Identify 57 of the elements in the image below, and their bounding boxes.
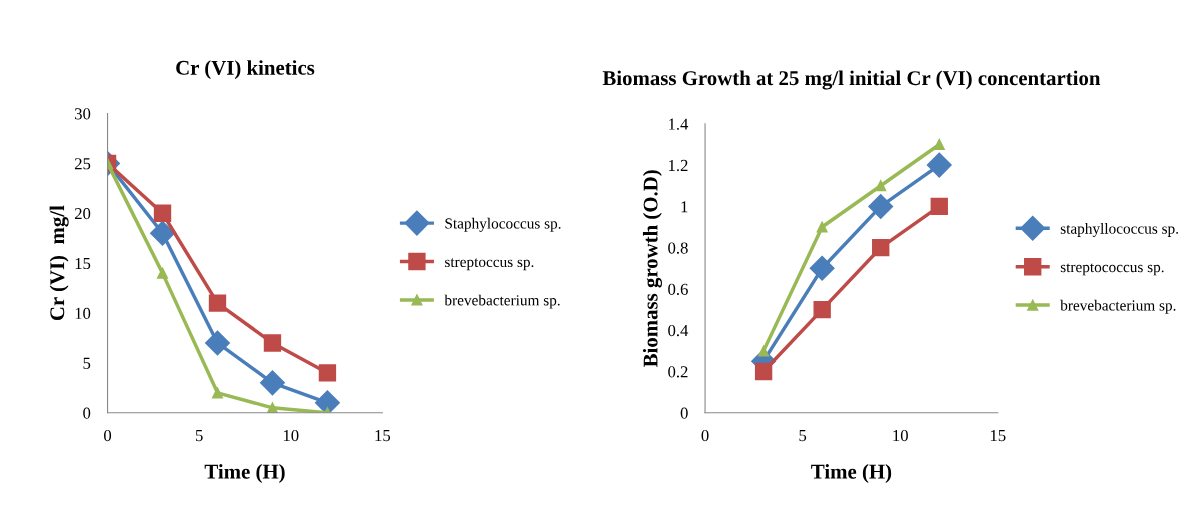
point (150, 220, 175, 246)
legend-label: staphyllococcus sp. (1060, 223, 1179, 237)
y-tick-label: 10 (75, 307, 91, 319)
legend-label: Staphylococcus sp. (445, 217, 561, 232)
chart-title: Cr (VI) kinetics (176, 60, 315, 80)
legend-label: streptococcus sp. (1060, 263, 1164, 276)
point (872, 238, 890, 257)
point (259, 370, 285, 396)
y-tick-label: 0.2 (668, 366, 688, 378)
point (875, 180, 887, 192)
point (205, 330, 230, 356)
legend-label: streptoccus sp. (445, 258, 534, 271)
y-tick-label: 0.6 (668, 283, 688, 295)
y-tick-label: 0.4 (668, 324, 689, 337)
point (933, 138, 945, 151)
point (153, 204, 172, 222)
x-tick-label: 15 (375, 430, 391, 442)
point (813, 300, 831, 319)
point (754, 362, 773, 381)
x-tick-label: 15 (990, 430, 1006, 442)
y-tick-label: 1.2 (669, 159, 688, 172)
point (809, 255, 835, 281)
point (211, 387, 224, 399)
legend-label: brevebacterium sp. (1060, 299, 1176, 314)
y-tick-label: 0 (680, 407, 688, 419)
y-tick-label: 0 (83, 407, 91, 419)
y-tick-label: 1 (681, 201, 688, 213)
legend-label: brevebacterium sp. (444, 294, 560, 309)
point (314, 390, 340, 413)
x-tick-label: 10 (283, 429, 299, 442)
point (156, 267, 169, 279)
point (868, 193, 894, 219)
point (926, 152, 952, 178)
y-tick-label: 15 (75, 257, 91, 270)
x-tick-label: 0 (104, 429, 112, 442)
point (930, 197, 948, 216)
point (318, 364, 337, 382)
y-axis-title: Cr (VI) mg/l (49, 205, 69, 321)
y-tick-label: 30 (75, 108, 91, 120)
x-axis-title: Time (H) (204, 464, 285, 483)
y-tick-label: 0.8 (668, 242, 688, 254)
point (208, 294, 227, 312)
y-tick-label: 5 (83, 357, 91, 369)
x-tick-label: 5 (799, 430, 807, 442)
y-tick-label: 1.4 (669, 118, 689, 130)
y-tick-label: 20 (74, 207, 91, 220)
point (263, 334, 282, 352)
point (266, 402, 279, 413)
x-tick-label: 0 (701, 429, 709, 442)
y-tick-label: 25 (74, 158, 91, 170)
x-tick-label: 10 (893, 429, 908, 442)
point (758, 345, 770, 357)
y-axis-title: Biomass growth (O.D) (642, 170, 662, 368)
point (816, 221, 828, 233)
x-axis-title: Time (H) (811, 464, 892, 483)
x-tick-label: 5 (195, 430, 203, 442)
chart-title: Biomass Growth at 25 mg/l initial Cr (VI) concentartion (602, 70, 1101, 90)
